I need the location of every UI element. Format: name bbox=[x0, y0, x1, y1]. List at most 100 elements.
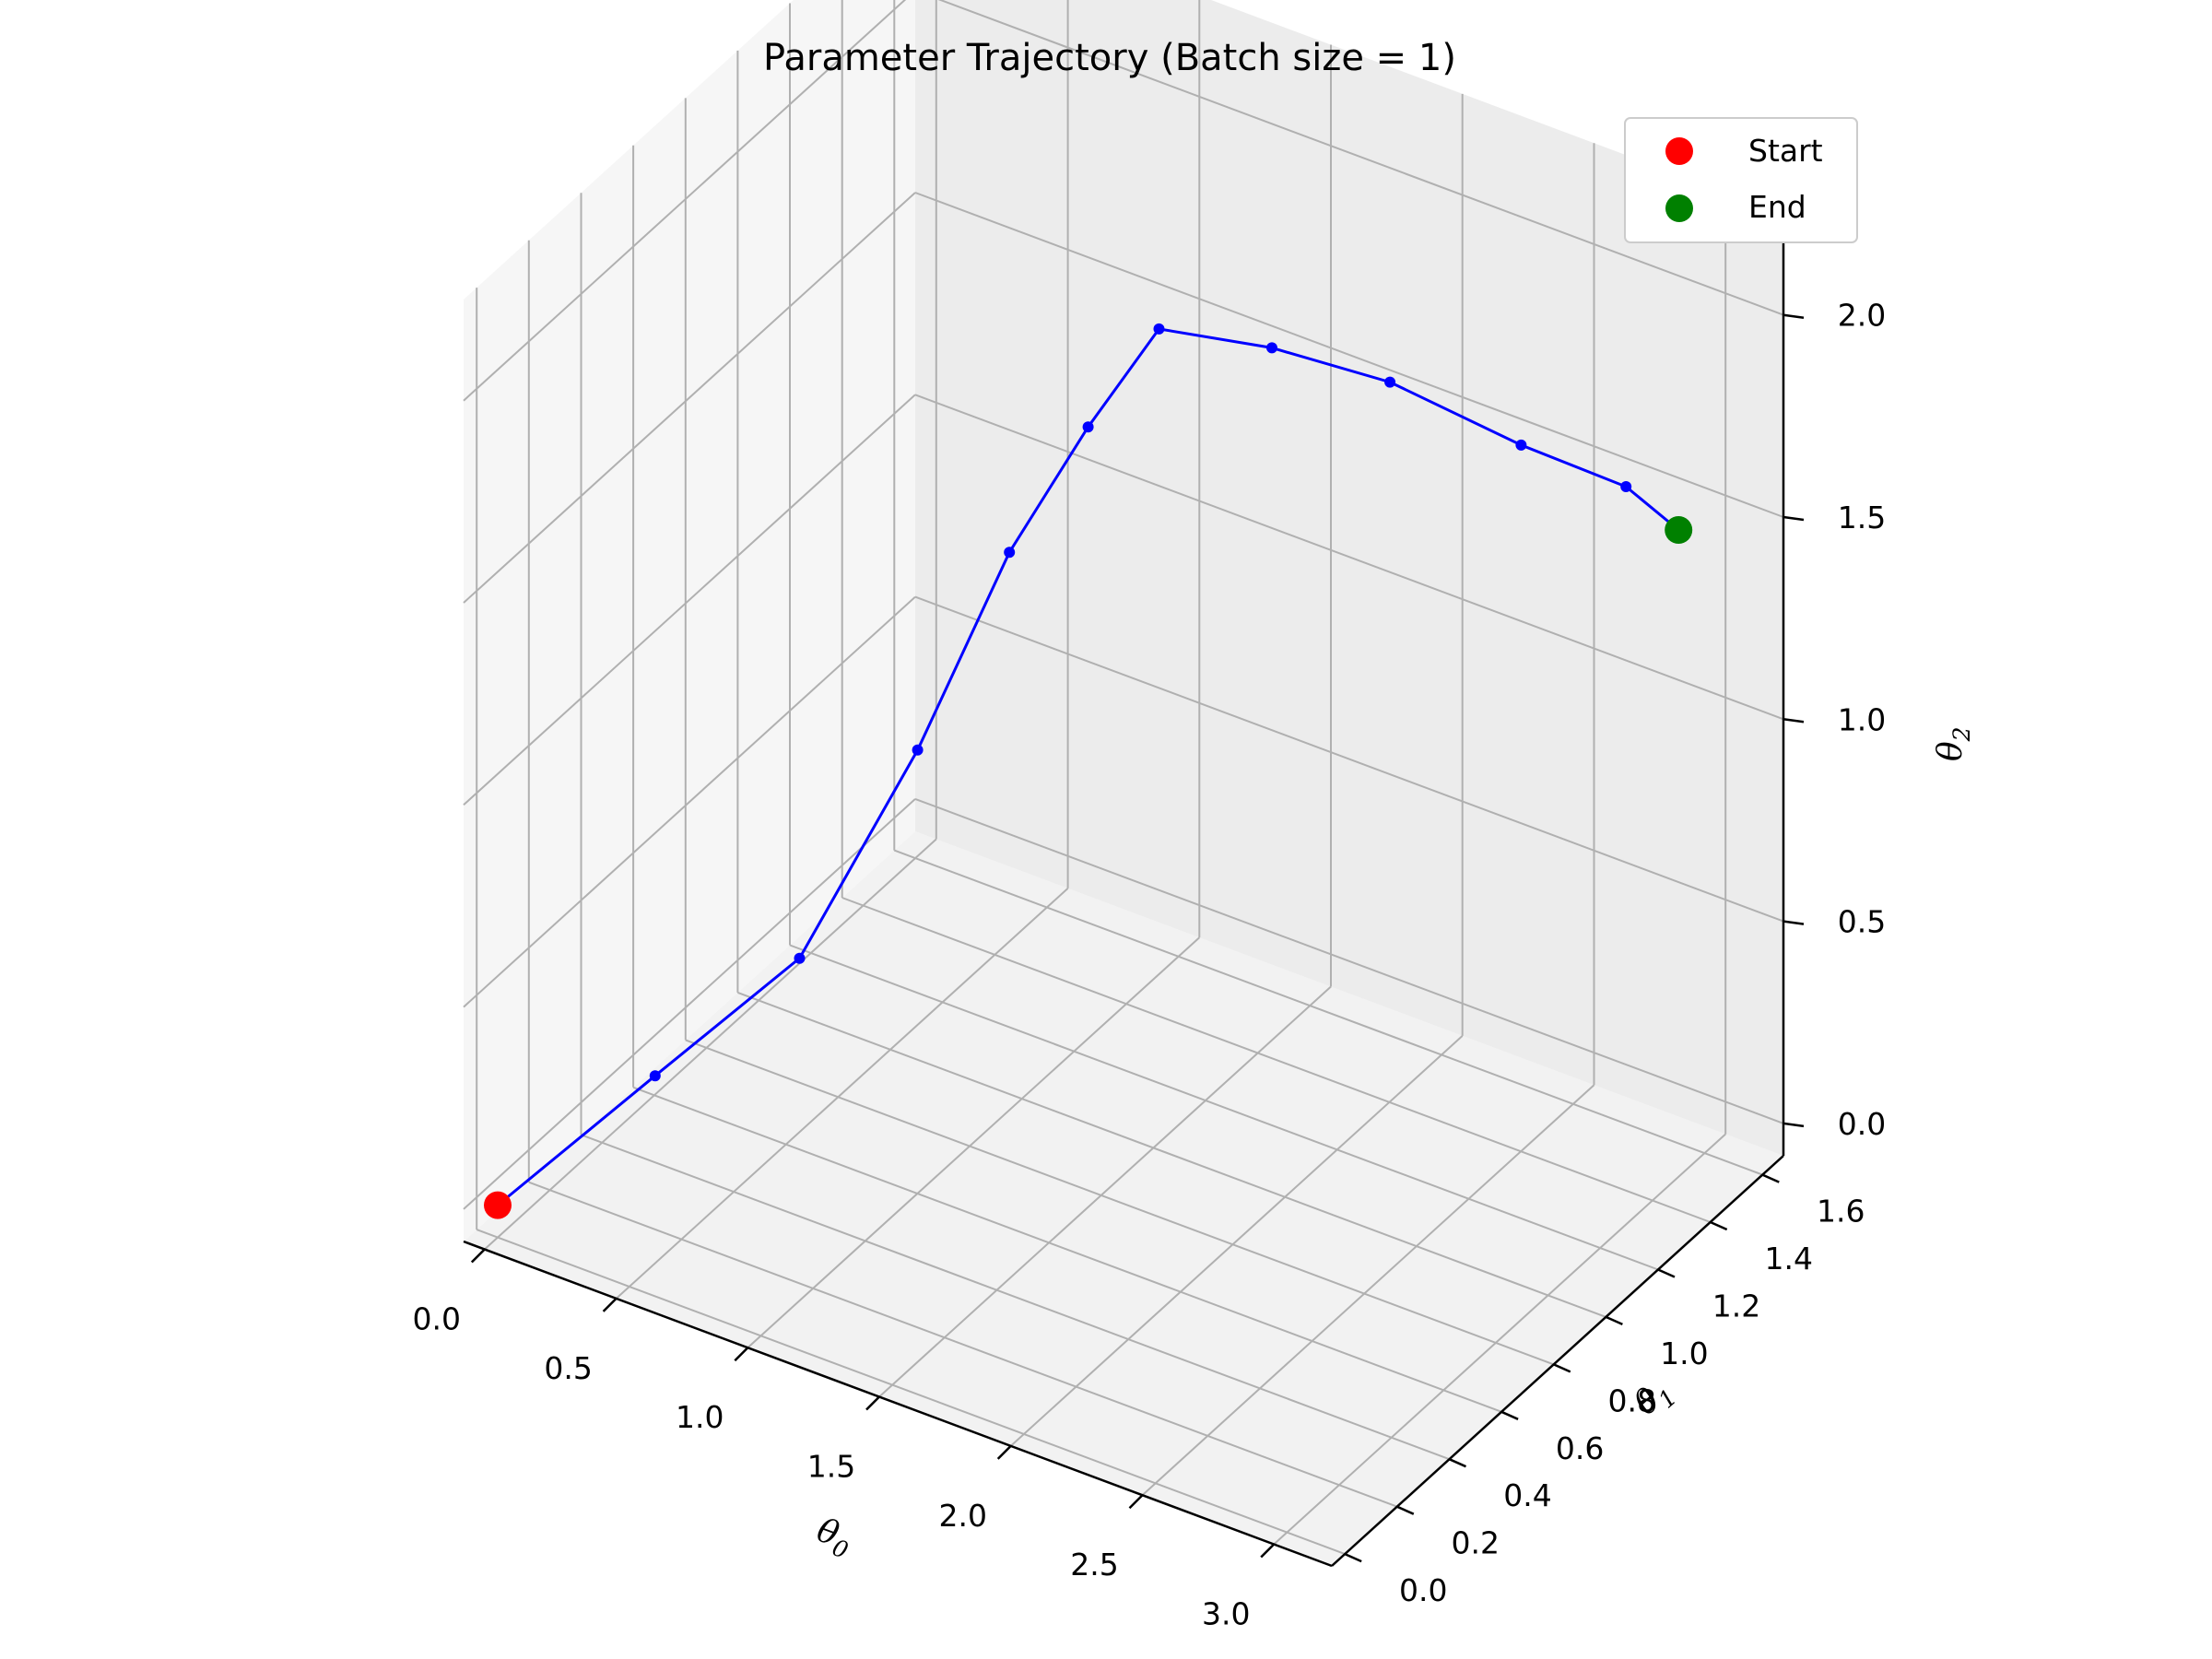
z-axis-label-theta: θ bbox=[1932, 741, 1970, 761]
z-tick-mark bbox=[1783, 920, 1805, 925]
y-tick-mark bbox=[1605, 1315, 1623, 1326]
z-gridline-back bbox=[914, 595, 1784, 923]
x-gridline-floor bbox=[1141, 1084, 1595, 1496]
y-tick-mark bbox=[1448, 1458, 1467, 1468]
y-tick-label: 0.8 bbox=[1608, 1382, 1656, 1418]
y-gridline-floor bbox=[737, 991, 1606, 1318]
y-gridline-floor bbox=[841, 897, 1712, 1223]
trajectory-point bbox=[1004, 547, 1016, 559]
x-gridline-floor bbox=[1010, 1035, 1464, 1447]
start-marker bbox=[484, 1191, 512, 1219]
z-tick-label: 1.0 bbox=[1838, 701, 1886, 737]
z-tick-label: 0.5 bbox=[1838, 904, 1886, 940]
x-gridline-floor bbox=[747, 936, 1200, 1348]
axes-panes bbox=[464, 0, 1783, 1566]
x-gridline-floor bbox=[1273, 1133, 1726, 1546]
y-tick-label: 1.4 bbox=[1764, 1241, 1812, 1277]
y-tick-label: 1.2 bbox=[1712, 1288, 1760, 1324]
z-tick-label: 1.5 bbox=[1838, 500, 1886, 535]
y-tick-label: 0.6 bbox=[1556, 1430, 1604, 1466]
end-marker bbox=[1665, 516, 1693, 544]
z-tick-mark bbox=[1783, 515, 1805, 522]
x-tick-label: 0.5 bbox=[544, 1350, 592, 1386]
grid-lines bbox=[463, 0, 1784, 1556]
x-tick-mark bbox=[996, 1445, 1012, 1460]
z-tick-label: 2.0 bbox=[1838, 298, 1886, 334]
trajectory-series bbox=[492, 323, 1685, 1211]
y-tick-label: 1.6 bbox=[1817, 1194, 1865, 1230]
y-tick-mark bbox=[1710, 1220, 1728, 1231]
trajectory-point bbox=[1384, 376, 1396, 388]
x-gridline-floor bbox=[615, 888, 1069, 1300]
y-tick-label: 0.0 bbox=[1399, 1572, 1447, 1608]
z-gridline-back bbox=[914, 797, 1784, 1124]
y-tick-mark bbox=[1553, 1363, 1571, 1373]
z-gridline-back bbox=[914, 192, 1784, 518]
z-tick-mark bbox=[1783, 718, 1805, 724]
x-gridline-floor bbox=[878, 985, 1332, 1398]
x-tick-label: 1.0 bbox=[676, 1399, 724, 1435]
trajectory-point bbox=[1082, 421, 1094, 433]
z-gridline-back bbox=[914, 394, 1784, 721]
y-gridline-floor bbox=[528, 1181, 1398, 1508]
z-axis-label-sub: 2 bbox=[1948, 726, 1975, 742]
z-gridline-left bbox=[463, 798, 916, 1210]
z-tick-label: 0.0 bbox=[1838, 1106, 1886, 1142]
back-wall-pane bbox=[915, 0, 1783, 1156]
y-tick-label: 1.0 bbox=[1660, 1335, 1708, 1371]
x-tick-mark bbox=[470, 1248, 486, 1264]
x-gridline-floor bbox=[484, 838, 937, 1251]
x-tick-label: 2.5 bbox=[1070, 1547, 1118, 1583]
y-tick-mark bbox=[1396, 1505, 1415, 1515]
z-gridline-back bbox=[937, 0, 1784, 316]
y-gridline-floor bbox=[632, 1086, 1502, 1413]
z-axis-label: θ2 bbox=[1932, 726, 1975, 761]
trajectory-point bbox=[649, 1070, 661, 1082]
x-tick-mark bbox=[1260, 1543, 1276, 1559]
y-gridline-floor bbox=[789, 944, 1659, 1271]
x-axis-line bbox=[463, 1240, 1333, 1568]
x-tick-mark bbox=[865, 1395, 880, 1411]
y-tick-label: 0.4 bbox=[1503, 1477, 1551, 1513]
x-tick-label: 0.0 bbox=[413, 1301, 461, 1337]
y-gridline-floor bbox=[685, 1039, 1555, 1366]
left-wall-pane bbox=[464, 0, 915, 1241]
trajectory-point bbox=[912, 744, 924, 756]
legend-start-marker bbox=[1665, 137, 1693, 165]
trajectory-point bbox=[1266, 342, 1277, 354]
trajectory-point bbox=[1153, 323, 1165, 335]
legend-end-label: End bbox=[1748, 189, 1806, 225]
z-gridline-left bbox=[463, 595, 916, 1008]
z-gridline-left bbox=[463, 394, 916, 806]
legend-end-marker bbox=[1665, 194, 1693, 222]
y-tick-label: 0.2 bbox=[1452, 1525, 1500, 1561]
y-gridline-floor bbox=[476, 1229, 1346, 1556]
y-tick-mark bbox=[1500, 1410, 1519, 1420]
x-axis-label: θ0 bbox=[810, 1512, 857, 1564]
x-tick-label: 3.0 bbox=[1202, 1596, 1250, 1632]
axis-lines bbox=[463, 214, 1785, 1568]
start-end-markers bbox=[484, 516, 1693, 1219]
y-gridline-floor bbox=[581, 1134, 1450, 1461]
x-tick-label: 2.0 bbox=[938, 1498, 986, 1534]
trajectory-line bbox=[497, 327, 1680, 1206]
y-tick-mark bbox=[1344, 1552, 1362, 1563]
trajectory-point bbox=[1620, 481, 1632, 492]
tick-labels: 0.00.51.01.52.02.53.00.00.20.40.60.81.01… bbox=[413, 298, 1887, 1632]
z-gridline-left bbox=[463, 192, 916, 604]
z-tick-mark bbox=[1783, 1122, 1805, 1128]
legend-start-label: Start bbox=[1748, 133, 1823, 169]
legend: Start End bbox=[1624, 117, 1858, 243]
x-tick-label: 1.5 bbox=[807, 1449, 855, 1485]
x-tick-mark bbox=[734, 1347, 749, 1362]
z-gridline-left bbox=[463, 0, 907, 402]
x-tick-mark bbox=[1128, 1494, 1144, 1510]
y-gridline-floor bbox=[893, 849, 1763, 1176]
y-axis-line bbox=[1331, 1155, 1784, 1567]
trajectory-point bbox=[794, 952, 806, 964]
x-tick-mark bbox=[602, 1298, 618, 1312]
trajectory-point bbox=[1515, 439, 1527, 451]
z-tick-mark bbox=[1783, 313, 1805, 319]
chart-title: Parameter Trajectory (Batch size = 1) bbox=[763, 37, 1456, 79]
